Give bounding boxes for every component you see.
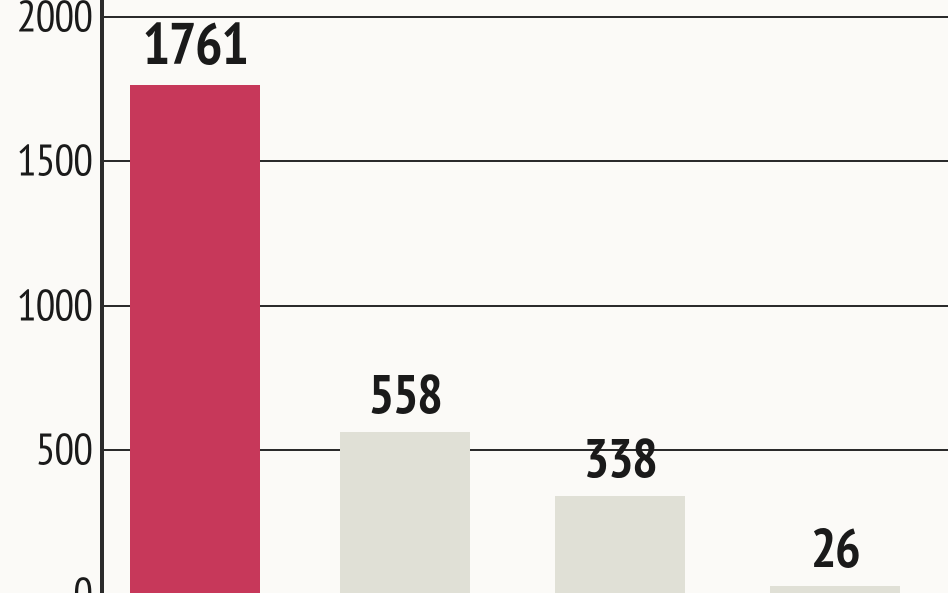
bar-chart: 2000 1500 1000 500 0 1761 558 338 26 [0,0,948,593]
bar [770,586,900,593]
bar-value-label: 558 [369,358,442,428]
y-tick-label: 0 [73,565,92,593]
bar-value-label: 338 [584,422,657,492]
y-tick-label: 2000 [17,0,92,45]
bar-value-label: 26 [811,512,860,582]
bar [340,432,470,593]
bar [130,85,260,593]
y-tick-label: 1000 [17,276,92,333]
y-tick-label: 1500 [17,132,92,189]
bar [555,496,685,593]
y-tick-label: 500 [36,420,92,477]
bar-value-label: 1761 [143,6,248,81]
plot-area: 1761 558 338 26 [100,0,948,593]
